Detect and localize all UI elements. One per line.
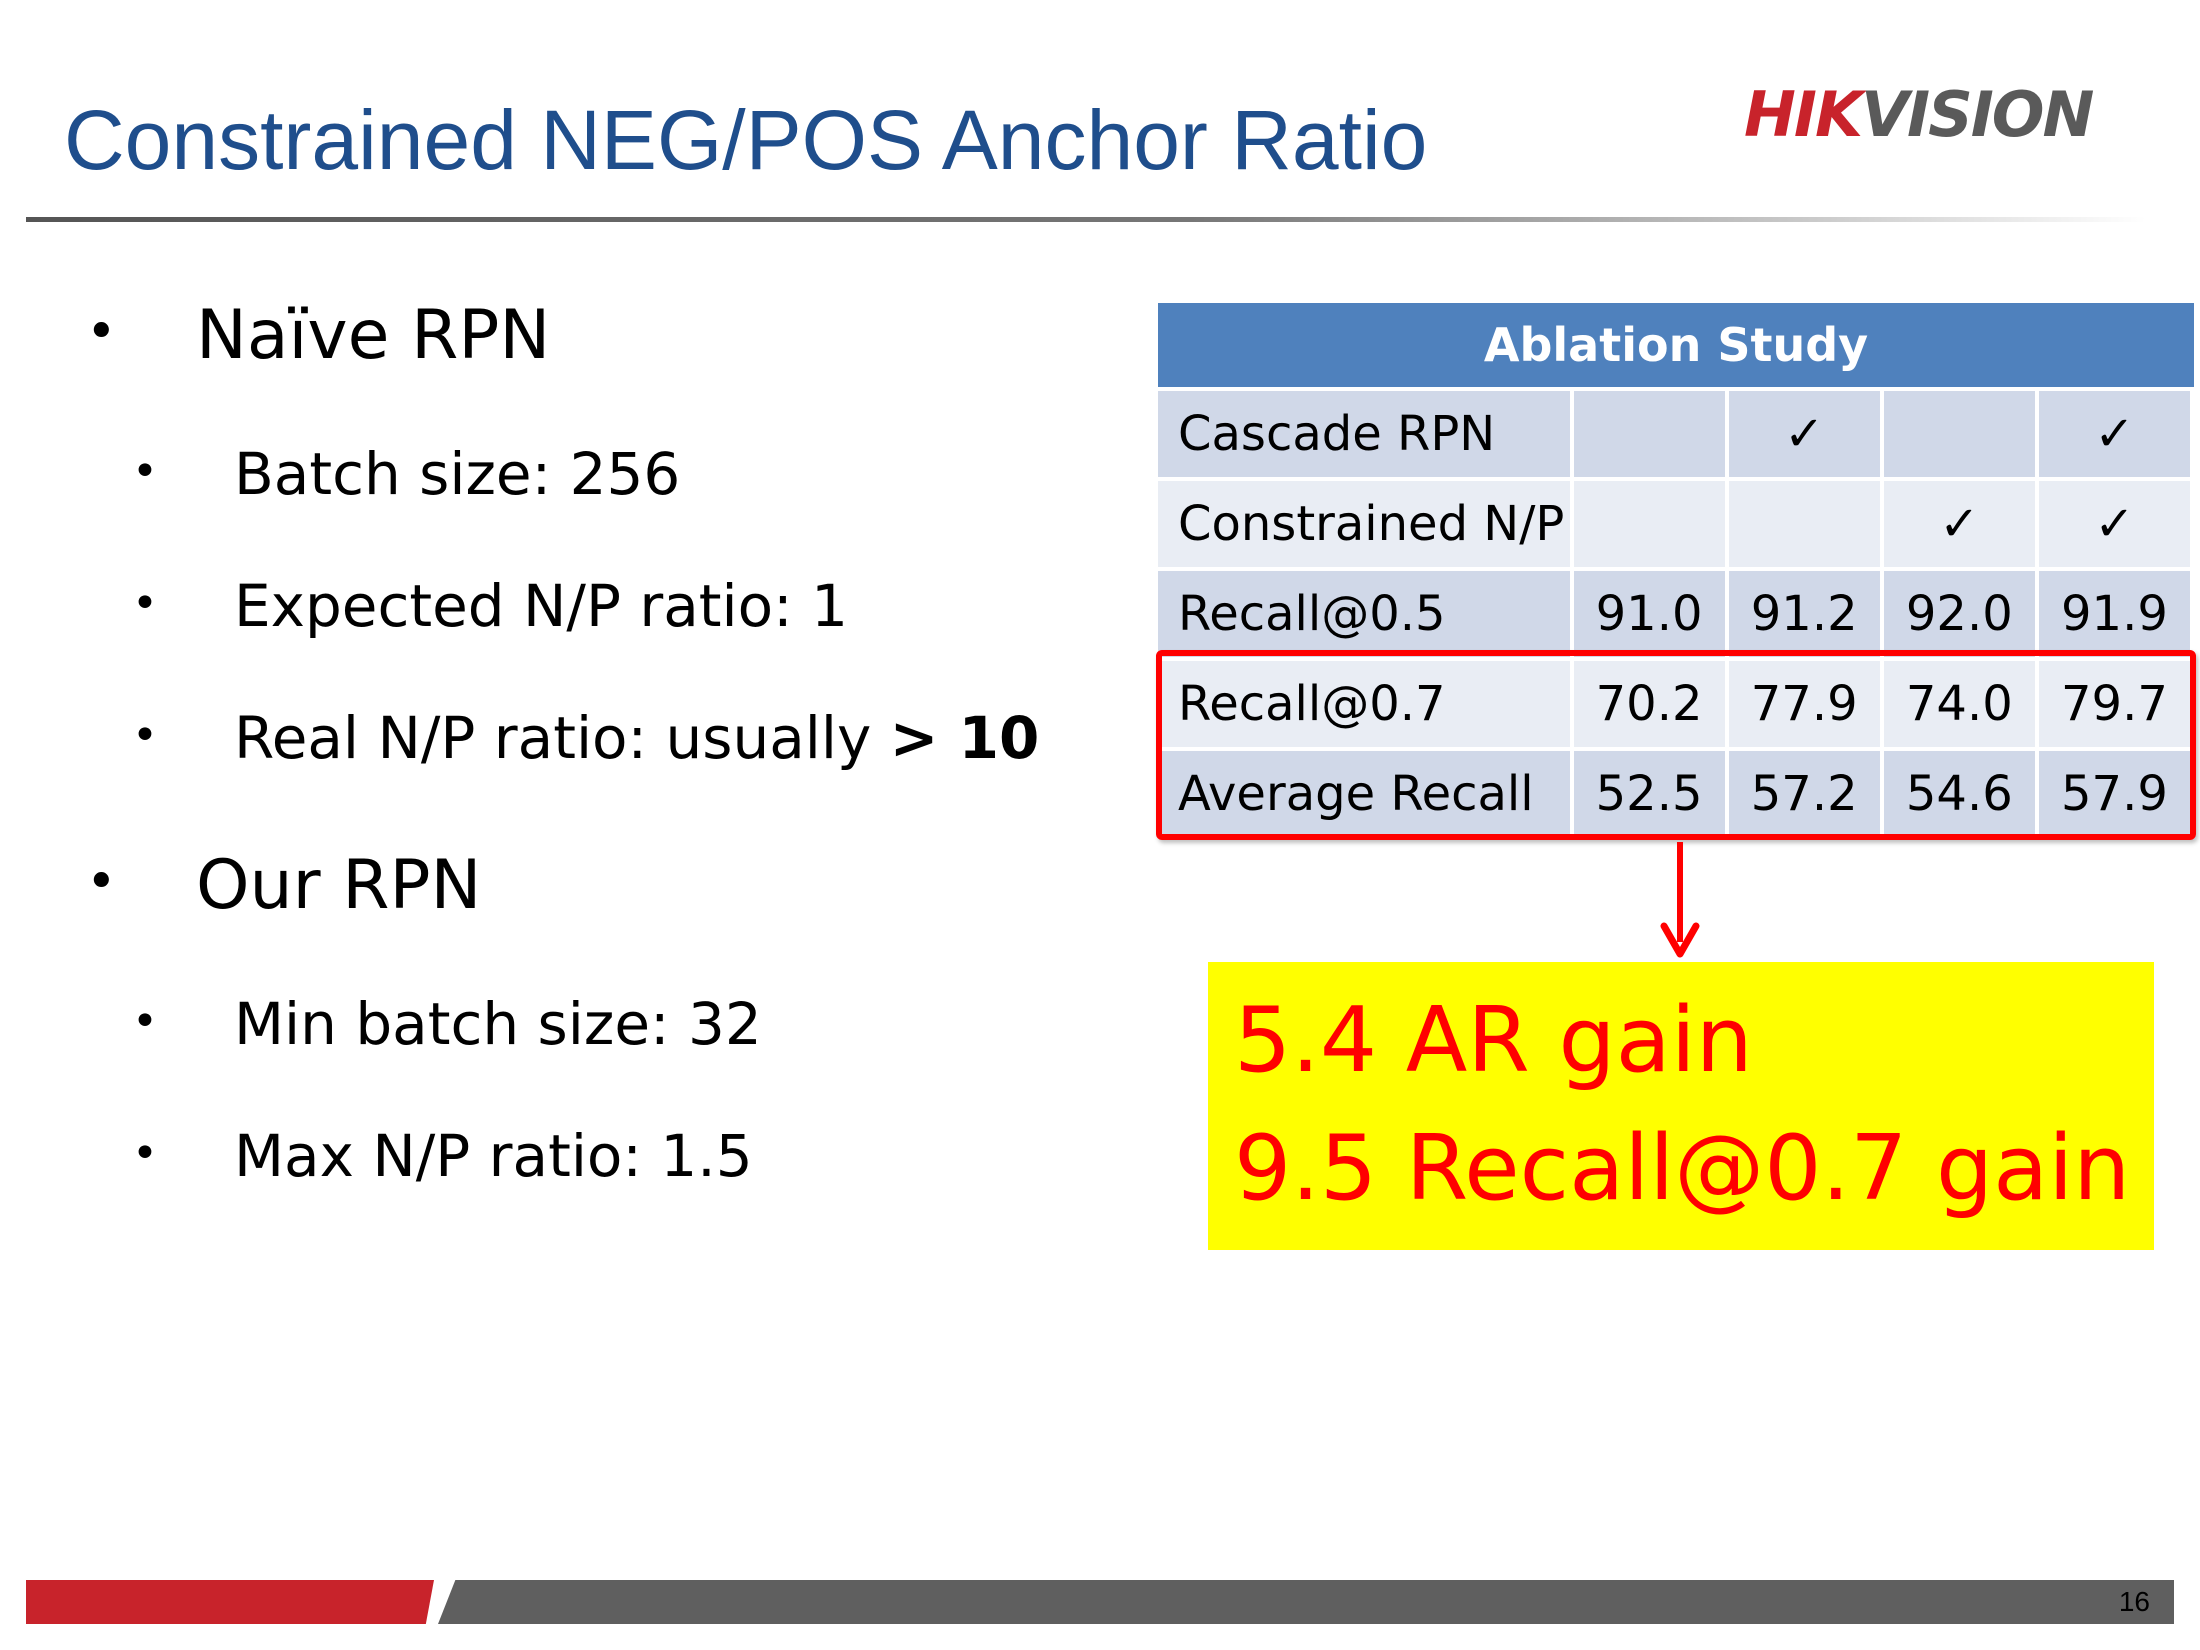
gain-callout: 5.4 AR gain 9.5 Recall@0.7 gain xyxy=(1208,962,2154,1250)
ablation-table: Ablation Study Cascade RPN ✓ ✓ Constrain… xyxy=(1158,303,2194,841)
table-cell xyxy=(1573,391,1729,481)
bullet-dot: • xyxy=(132,578,158,629)
logo-part-vision: VISION xyxy=(1861,78,2094,151)
ablation-table-container: Ablation Study Cascade RPN ✓ ✓ Constrain… xyxy=(1158,303,2194,841)
table-cell: 74.0 xyxy=(1883,661,2039,751)
bullet-max-ratio: • Max N/P ratio: 1.5 xyxy=(132,1122,753,1190)
bullet-batch-size-text: Batch size: 256 xyxy=(234,440,681,508)
table-cell: ✓ xyxy=(1883,481,2039,571)
table-cell xyxy=(1573,481,1729,571)
row-label: Cascade RPN xyxy=(1158,391,1574,481)
ablation-table-title: Ablation Study xyxy=(1158,303,2194,391)
bullet-batch-size: • Batch size: 256 xyxy=(132,440,681,508)
row-label: Recall@0.5 xyxy=(1158,571,1574,661)
table-cell: 91.9 xyxy=(2038,571,2194,661)
gain-line-recall: 9.5 Recall@0.7 gain xyxy=(1234,1116,2131,1221)
footer-gray-bar: 16 xyxy=(438,1580,2174,1624)
row-label: Constrained N/P xyxy=(1158,481,1574,571)
bullet-dot: • xyxy=(86,852,117,912)
table-cell: ✓ xyxy=(2038,481,2194,571)
bullet-real-ratio-text: Real N/P ratio: usually xyxy=(234,704,890,772)
row-label: Average Recall xyxy=(1158,751,1574,841)
bullet-real-ratio-bold: > 10 xyxy=(889,704,1040,772)
footer-red-bar xyxy=(26,1580,434,1624)
table-cell: 91.2 xyxy=(1728,571,1884,661)
logo-part-hik: HIK xyxy=(1744,78,1863,151)
bullet-naive-rpn-text: Naïve RPN xyxy=(196,296,551,375)
table-row: Recall@0.7 70.2 77.9 74.0 79.7 xyxy=(1158,661,2194,751)
table-row: Average Recall 52.5 57.2 54.6 57.9 xyxy=(1158,751,2194,841)
table-cell: 91.0 xyxy=(1573,571,1729,661)
bullet-expected-ratio: • Expected N/P ratio: 1 xyxy=(132,572,848,640)
table-cell: 92.0 xyxy=(1883,571,2039,661)
bullet-our-rpn: • Our RPN xyxy=(86,846,482,925)
table-cell: 57.9 xyxy=(2038,751,2194,841)
bullet-min-batch: • Min batch size: 32 xyxy=(132,990,762,1058)
bullet-naive-rpn: • Naïve RPN xyxy=(86,296,551,375)
table-cell: 70.2 xyxy=(1573,661,1729,751)
table-cell xyxy=(1883,391,2039,481)
bullet-expected-ratio-text: Expected N/P ratio: 1 xyxy=(234,572,848,640)
bullet-max-ratio-text: Max N/P ratio: 1.5 xyxy=(234,1122,753,1190)
gain-line-ar: 5.4 AR gain xyxy=(1234,988,1753,1093)
bullet-real-ratio: • Real N/P ratio: usually > 10 xyxy=(132,704,1040,772)
row-label: Recall@0.7 xyxy=(1158,661,1574,751)
table-cell: ✓ xyxy=(1728,391,1884,481)
table-row: Constrained N/P ✓ ✓ xyxy=(1158,481,2194,571)
bullet-dot: • xyxy=(86,302,117,362)
bullet-dot: • xyxy=(132,996,158,1047)
bullet-dot: • xyxy=(132,1128,158,1179)
bullet-dot: • xyxy=(132,446,158,497)
bullet-our-rpn-text: Our RPN xyxy=(196,846,482,925)
table-cell: 52.5 xyxy=(1573,751,1729,841)
slide-title: Constrained NEG/POS Anchor Ratio xyxy=(64,93,1428,187)
table-cell: 79.7 xyxy=(2038,661,2194,751)
page-number: 16 xyxy=(2118,1586,2150,1617)
hikvision-logo: HIKVISION xyxy=(1744,78,2094,151)
table-row: Recall@0.5 91.0 91.2 92.0 91.9 xyxy=(1158,571,2194,661)
table-cell: ✓ xyxy=(2038,391,2194,481)
bullet-min-batch-text: Min batch size: 32 xyxy=(234,990,762,1058)
table-cell xyxy=(1728,481,1884,571)
highlight-rectangle xyxy=(1156,650,2196,840)
table-cell: 57.2 xyxy=(1728,751,1884,841)
title-divider xyxy=(26,217,2146,222)
table-row: Cascade RPN ✓ ✓ xyxy=(1158,391,2194,481)
down-arrow-icon xyxy=(1660,842,1700,958)
bullet-dot: • xyxy=(132,710,158,761)
table-cell: 77.9 xyxy=(1728,661,1884,751)
